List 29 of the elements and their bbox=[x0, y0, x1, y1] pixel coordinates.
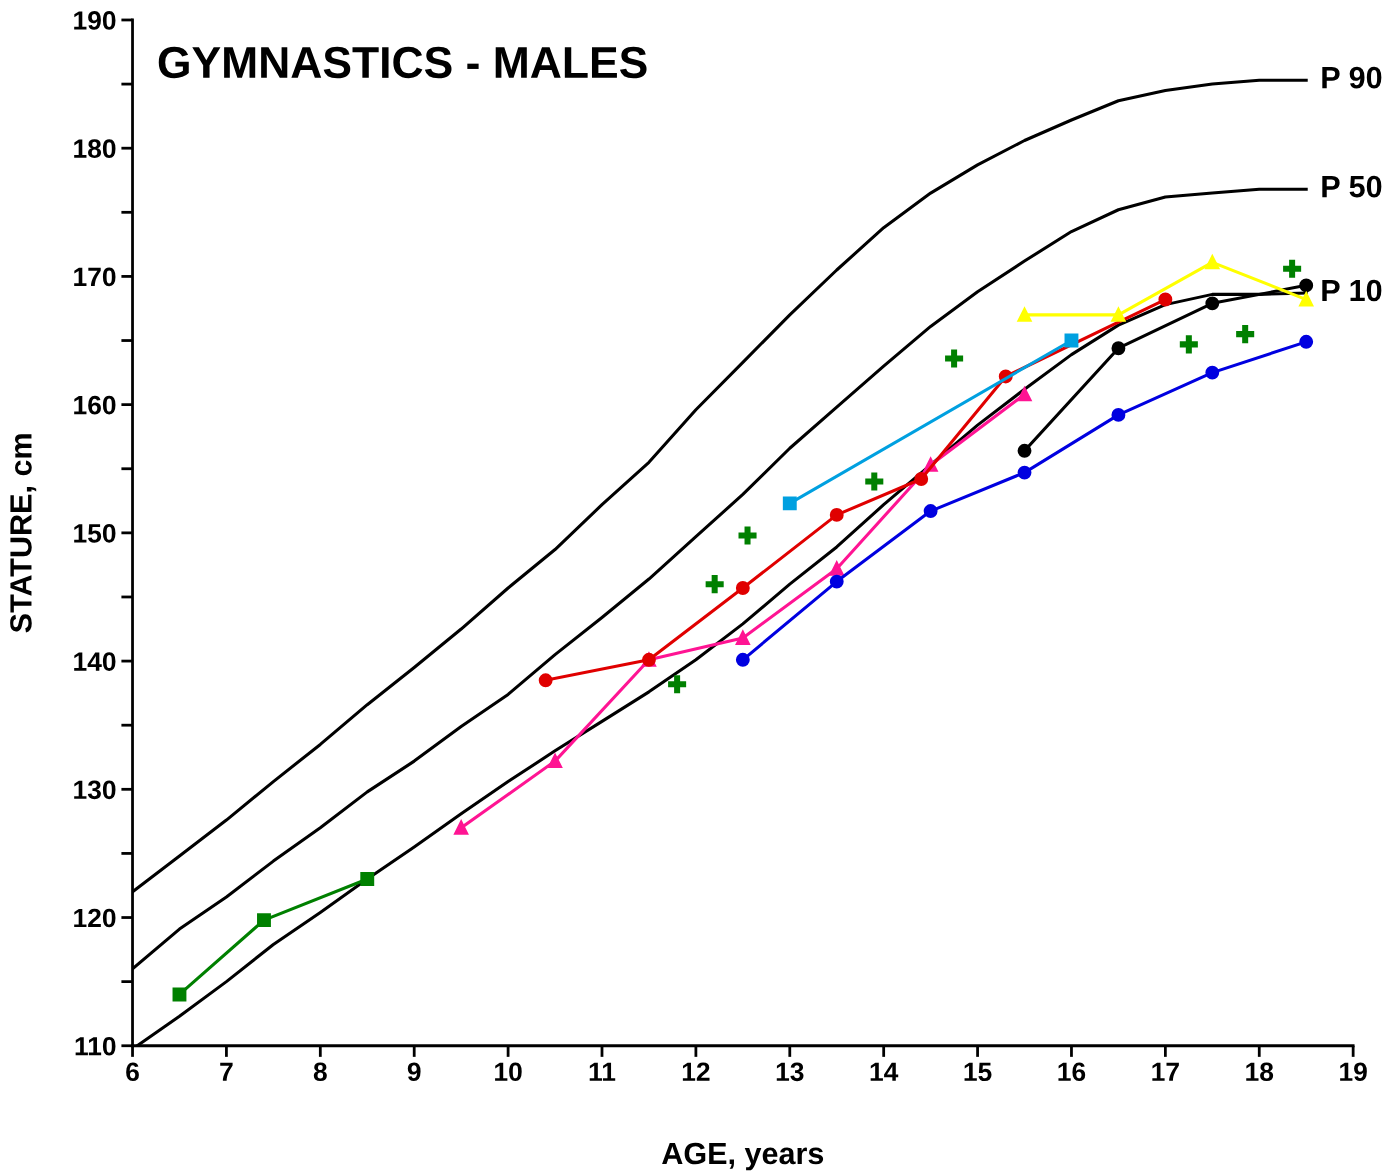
x-axis-title: AGE, years bbox=[662, 1142, 824, 1171]
x-tick-label: 11 bbox=[589, 1062, 616, 1081]
series-label: P 10 bbox=[1322, 279, 1382, 302]
x-tick-label: 14 bbox=[870, 1062, 899, 1081]
y-axis-title: STATURE, cm bbox=[10, 434, 37, 633]
x-tick-label: 18 bbox=[1246, 1062, 1274, 1082]
x-tick-label: 7 bbox=[220, 1062, 233, 1081]
x-tick-label: 6 bbox=[126, 1062, 139, 1082]
x-tick-label: 16 bbox=[1058, 1062, 1086, 1082]
x-tick-label: 17 bbox=[1152, 1062, 1179, 1081]
y-tick-label: 150 bbox=[74, 524, 116, 543]
series-label: P 50 bbox=[1322, 175, 1382, 198]
x-tick-label: 9 bbox=[407, 1062, 421, 1082]
x-tick-label: 19 bbox=[1340, 1062, 1367, 1082]
x-tick-label: 8 bbox=[313, 1062, 327, 1082]
y-tick-label: 120 bbox=[74, 908, 116, 928]
y-tick-label: 170 bbox=[74, 267, 116, 287]
x-tick-label: 15 bbox=[964, 1062, 992, 1082]
y-tick-label: 180 bbox=[74, 139, 116, 159]
x-tick-label: 12 bbox=[682, 1062, 710, 1081]
y-tick-label: 160 bbox=[74, 395, 116, 415]
x-tick-label: 10 bbox=[495, 1062, 522, 1082]
y-tick-label: 130 bbox=[74, 780, 116, 800]
y-tick-label: 190 bbox=[74, 11, 116, 30]
y-tick-label: 140 bbox=[74, 652, 116, 671]
x-tick-label: 13 bbox=[776, 1062, 804, 1082]
y-tick-label: 110 bbox=[75, 1036, 116, 1056]
series-label: P 90 bbox=[1322, 66, 1382, 89]
chart-title: GYMNASTICS - MALES bbox=[158, 46, 647, 79]
